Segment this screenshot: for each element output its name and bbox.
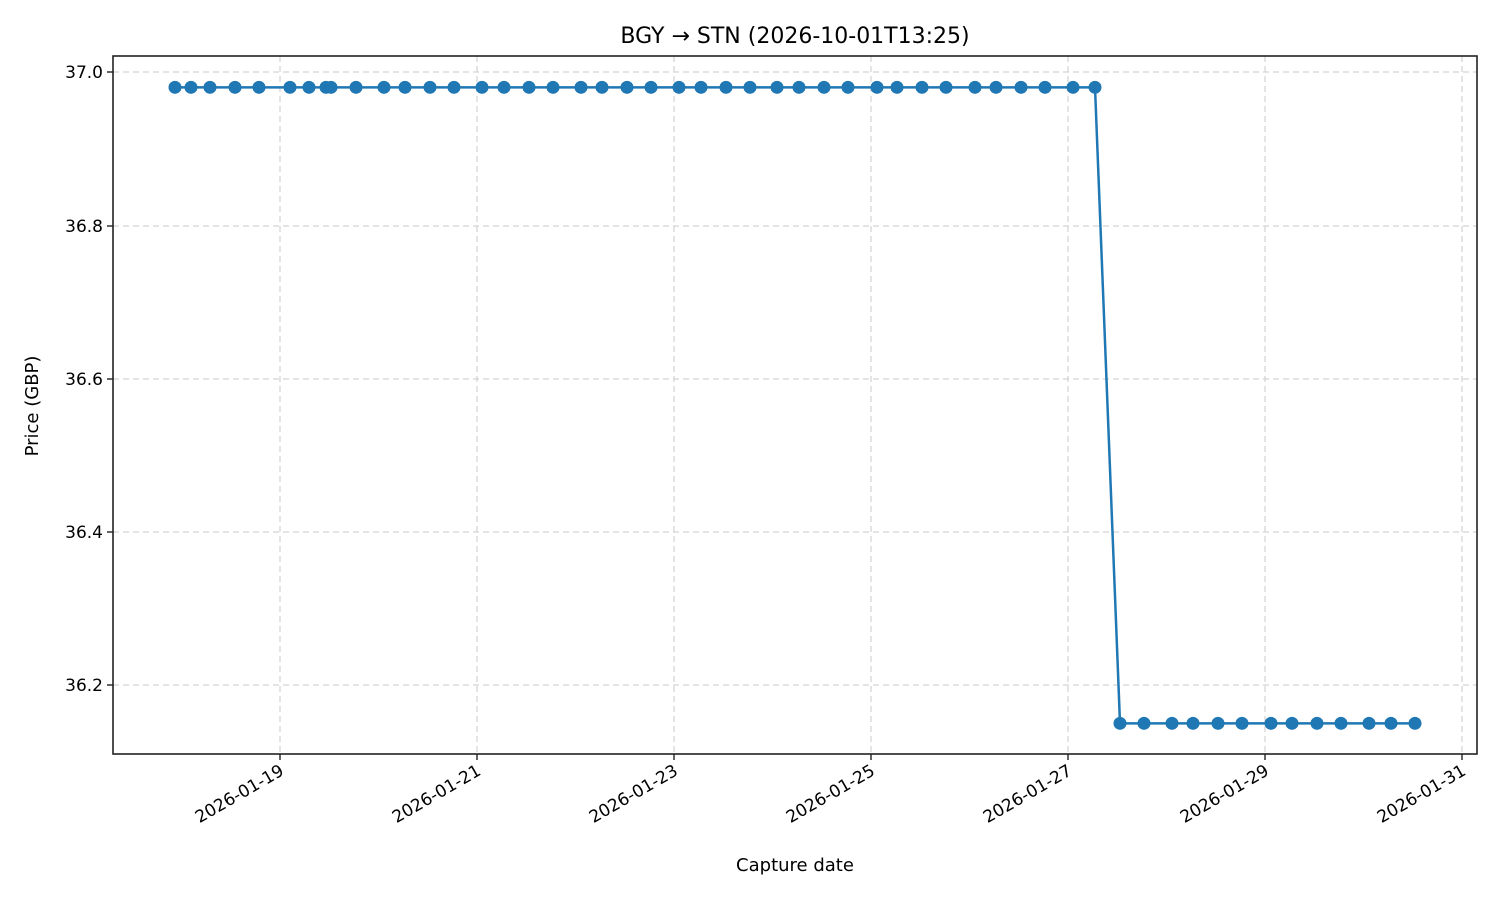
- price-markers: [168, 80, 1422, 730]
- data-point-marker: [939, 80, 953, 94]
- data-point-marker: [423, 80, 437, 94]
- data-point-marker: [890, 80, 904, 94]
- data-point-marker: [1285, 716, 1299, 730]
- y-axis-label: Price (GBP): [22, 356, 43, 457]
- data-point-marker: [1211, 716, 1225, 730]
- data-point-marker: [475, 80, 489, 94]
- data-point-marker: [1014, 80, 1028, 94]
- y-axis-ticks: 36.2 36.4 36.6 36.8 37.0: [65, 63, 113, 696]
- data-point-marker: [1038, 80, 1052, 94]
- data-point-marker: [302, 80, 316, 94]
- data-point-marker: [228, 80, 242, 94]
- data-point-marker: [1235, 716, 1249, 730]
- data-point-marker: [1384, 716, 1398, 730]
- y-tick-label: 36.8: [65, 217, 103, 237]
- data-point-marker: [1408, 716, 1422, 730]
- data-point-marker: [497, 80, 511, 94]
- data-point-marker: [168, 80, 182, 94]
- data-point-marker: [184, 80, 198, 94]
- data-point-marker: [870, 80, 884, 94]
- data-point-marker: [672, 80, 686, 94]
- y-tick-label: 37.0: [65, 63, 103, 83]
- grid-lines: [113, 56, 1477, 754]
- data-point-marker: [203, 80, 217, 94]
- data-point-marker: [694, 80, 708, 94]
- data-point-marker: [522, 80, 536, 94]
- plot-frame: [112, 55, 1478, 755]
- chart-title: BGY → STN (2026-10-01T13:25): [620, 24, 969, 49]
- data-point-marker: [252, 80, 266, 94]
- data-point-marker: [574, 80, 588, 94]
- data-point-marker: [743, 80, 757, 94]
- x-axis-label: Capture date: [736, 855, 854, 876]
- data-point-marker: [595, 80, 609, 94]
- data-point-marker: [989, 80, 1003, 94]
- data-point-marker: [1165, 716, 1179, 730]
- data-point-marker: [283, 80, 297, 94]
- data-point-marker: [915, 80, 929, 94]
- data-point-marker: [1137, 716, 1151, 730]
- data-point-marker: [377, 80, 391, 94]
- y-tick-label: 36.2: [65, 676, 103, 696]
- data-point-marker: [1186, 716, 1200, 730]
- data-point-marker: [1066, 80, 1080, 94]
- data-point-marker: [349, 80, 363, 94]
- data-point-marker: [644, 80, 658, 94]
- data-point-marker: [620, 80, 634, 94]
- data-point-marker: [1334, 716, 1348, 730]
- data-point-marker: [719, 80, 733, 94]
- data-point-marker: [398, 80, 412, 94]
- y-tick-label: 36.6: [65, 370, 103, 390]
- data-point-marker: [324, 80, 338, 94]
- data-point-marker: [1088, 80, 1102, 94]
- data-point-marker: [792, 80, 806, 94]
- data-point-marker: [1264, 716, 1278, 730]
- data-point-marker: [1362, 716, 1376, 730]
- data-point-marker: [770, 80, 784, 94]
- price-series: [168, 80, 1422, 730]
- data-point-marker: [1113, 716, 1127, 730]
- data-point-marker: [841, 80, 855, 94]
- data-point-marker: [817, 80, 831, 94]
- data-point-marker: [447, 80, 461, 94]
- data-point-marker: [546, 80, 560, 94]
- y-tick-label: 36.4: [65, 523, 103, 543]
- data-point-marker: [968, 80, 982, 94]
- data-point-marker: [1310, 716, 1324, 730]
